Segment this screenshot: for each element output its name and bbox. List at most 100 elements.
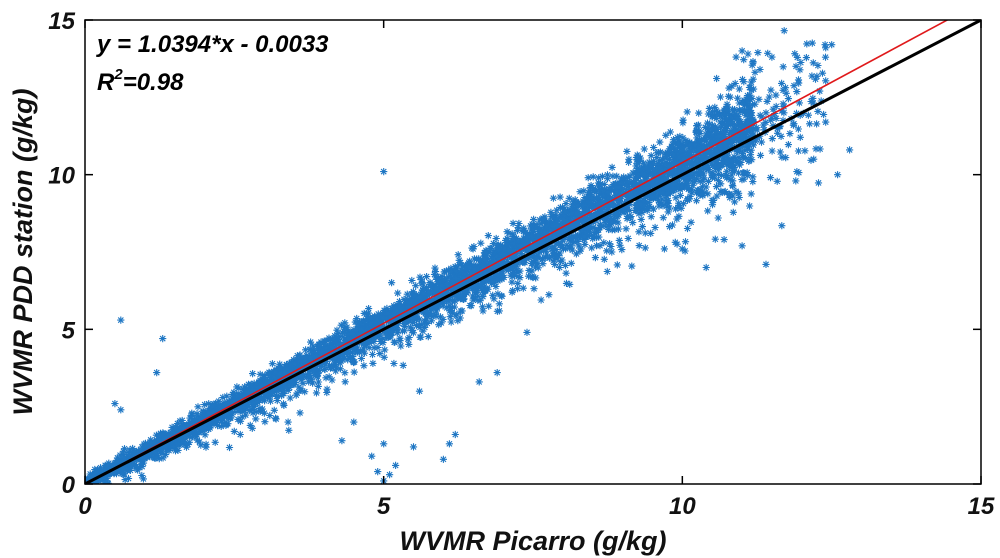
data-point <box>291 378 299 386</box>
data-point <box>321 365 329 374</box>
data-point <box>727 157 735 165</box>
data-point <box>637 207 645 215</box>
data-point <box>746 83 754 91</box>
data-point <box>707 148 715 156</box>
data-point <box>498 250 506 258</box>
data-point <box>245 406 253 414</box>
data-point <box>321 361 329 369</box>
data-point <box>554 227 563 235</box>
data-point <box>816 145 824 153</box>
data-point <box>688 173 696 182</box>
data-point <box>779 86 787 94</box>
data-point <box>344 356 352 364</box>
data-point <box>302 356 310 364</box>
data-point <box>668 159 676 167</box>
data-point <box>568 210 576 218</box>
data-point <box>734 169 743 177</box>
data-point <box>747 190 755 198</box>
data-point <box>634 167 642 176</box>
data-point <box>443 304 451 312</box>
data-point <box>399 361 407 369</box>
data-point <box>368 350 377 359</box>
data-point <box>566 213 575 221</box>
data-point <box>430 270 439 278</box>
data-point <box>278 385 286 393</box>
data-point <box>477 284 485 292</box>
data-point <box>639 159 648 167</box>
data-point <box>712 74 721 83</box>
data-point <box>717 171 726 179</box>
data-point <box>728 117 736 126</box>
data-point <box>514 279 522 287</box>
data-point <box>660 245 669 253</box>
x-tick-label: 15 <box>968 493 995 520</box>
data-point <box>688 177 696 185</box>
data-point <box>658 155 667 163</box>
data-point <box>446 304 455 312</box>
data-point <box>498 262 506 270</box>
data-point <box>740 78 748 86</box>
data-point <box>449 284 457 292</box>
data-point <box>534 231 542 239</box>
data-point <box>344 327 352 335</box>
data-point <box>481 248 489 256</box>
data-point <box>191 416 199 424</box>
data-point <box>624 158 633 166</box>
data-point <box>185 422 193 430</box>
data-point <box>331 353 339 361</box>
data-point <box>579 197 587 205</box>
data-point <box>733 156 741 165</box>
data-point <box>307 348 315 356</box>
data-point <box>739 154 747 162</box>
data-point <box>637 215 645 223</box>
data-point <box>509 267 517 275</box>
data-point <box>513 226 522 235</box>
data-point <box>396 337 404 345</box>
data-point <box>452 312 460 320</box>
data-point <box>481 255 489 263</box>
data-point <box>390 338 398 346</box>
data-point <box>558 220 566 228</box>
data-point <box>398 327 406 335</box>
data-point <box>150 438 158 446</box>
data-point <box>264 370 272 378</box>
data-point <box>365 344 373 352</box>
data-point <box>489 291 497 299</box>
data-point <box>185 433 193 441</box>
data-point <box>643 171 651 179</box>
data-point <box>790 82 798 90</box>
data-point <box>494 256 502 264</box>
data-point <box>431 264 439 272</box>
data-point <box>368 327 376 335</box>
data-point <box>703 148 711 156</box>
data-point <box>556 203 565 212</box>
data-point <box>705 104 714 113</box>
data-point <box>722 172 730 180</box>
data-point <box>683 164 691 172</box>
data-point <box>676 185 684 194</box>
data-point <box>687 161 695 169</box>
plot-frame <box>84 19 982 485</box>
data-point <box>581 240 589 248</box>
data-point <box>393 324 401 332</box>
data-point <box>120 445 129 453</box>
data-point <box>86 470 94 478</box>
data-point <box>691 141 699 149</box>
data-point <box>419 299 427 307</box>
data-point <box>794 147 803 155</box>
data-point <box>648 193 657 201</box>
data-point <box>772 114 780 123</box>
data-point <box>664 168 672 177</box>
data-point <box>554 232 562 241</box>
data-point <box>669 151 677 159</box>
data-point <box>527 232 536 240</box>
data-point <box>710 174 719 182</box>
data-point <box>408 326 417 334</box>
data-point <box>727 129 736 137</box>
data-point <box>786 130 794 138</box>
data-point <box>442 289 450 297</box>
data-point <box>523 232 532 241</box>
data-point <box>522 254 530 262</box>
data-point <box>729 192 737 200</box>
data-point <box>206 409 214 417</box>
